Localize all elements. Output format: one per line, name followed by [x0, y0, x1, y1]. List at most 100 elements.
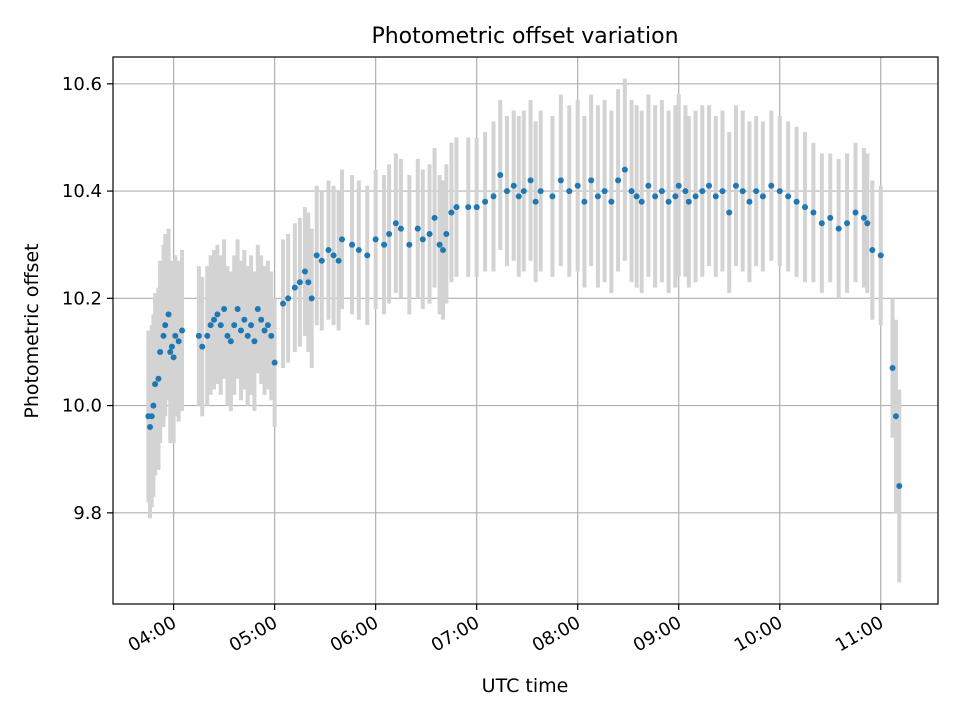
data-point [877, 252, 884, 259]
data-point [195, 332, 202, 339]
data-point [726, 209, 733, 216]
data-point [231, 322, 238, 329]
data-point [503, 188, 510, 195]
data-point [594, 193, 601, 200]
data-point [675, 182, 682, 189]
data-point [227, 338, 234, 345]
data-point [251, 338, 258, 345]
data-point [386, 230, 393, 237]
data-point [313, 252, 320, 259]
data-point [633, 193, 640, 200]
data-point [244, 332, 251, 339]
y-tick-label: 10.6 [62, 74, 102, 95]
data-point [280, 300, 287, 307]
data-point [318, 257, 325, 264]
chart-title: Photometric offset variation [371, 24, 678, 49]
data-point [296, 279, 303, 286]
data-point [325, 247, 332, 254]
data-point [443, 230, 450, 237]
data-point [818, 220, 825, 227]
data-point [271, 359, 278, 366]
data-point [335, 257, 342, 264]
data-point [692, 193, 699, 200]
data-point [301, 268, 308, 275]
data-point [588, 177, 595, 184]
data-point [753, 188, 760, 195]
data-point [214, 311, 221, 318]
data-point [381, 241, 388, 248]
data-point [652, 193, 659, 200]
data-point [510, 182, 517, 189]
data-point [207, 322, 214, 329]
data-point [566, 188, 573, 195]
data-point [148, 413, 155, 420]
data-point [706, 182, 713, 189]
data-point [268, 332, 275, 339]
data-point [426, 230, 433, 237]
data-point [739, 188, 746, 195]
data-point [520, 188, 527, 195]
data-point [473, 204, 480, 211]
data-point [234, 306, 241, 313]
data-point [869, 247, 876, 254]
data-point [645, 182, 652, 189]
data-point [155, 375, 162, 382]
data-point [889, 365, 896, 372]
x-axis-label: UTC time [482, 675, 569, 697]
data-point [746, 198, 753, 205]
data-point [440, 247, 446, 254]
data-point [852, 209, 859, 216]
data-point [175, 338, 182, 345]
y-tick-label: 10.0 [62, 396, 102, 417]
data-point [150, 402, 157, 409]
data-point [152, 381, 159, 388]
data-point [615, 177, 622, 184]
data-point [221, 306, 228, 313]
data-point [892, 413, 899, 420]
data-point [672, 193, 679, 200]
data-point [397, 225, 404, 232]
data-point [364, 252, 371, 259]
data-point [349, 241, 356, 248]
plot-frame [112, 56, 939, 605]
data-point [532, 198, 539, 205]
data-point [291, 284, 298, 291]
data-point [254, 306, 261, 313]
data-point [638, 198, 645, 205]
data-point [793, 198, 800, 205]
data-point [482, 198, 489, 205]
data-point [431, 214, 438, 221]
data-point [835, 225, 842, 232]
data-point [157, 348, 164, 355]
data-point [658, 188, 665, 195]
data-point [168, 343, 175, 350]
data-point [844, 220, 851, 227]
data-point [160, 332, 167, 339]
data-point [601, 188, 608, 195]
data-point [237, 327, 244, 334]
data-point [685, 198, 692, 205]
data-point [406, 241, 413, 248]
data-point [419, 236, 426, 243]
data-point [719, 188, 726, 195]
data-point [261, 327, 268, 334]
data-point [179, 327, 186, 334]
data-point [732, 182, 739, 189]
y-axis-label: Photometric offset [21, 243, 43, 418]
data-point [392, 220, 399, 227]
data-point [759, 193, 766, 200]
data-point [712, 193, 719, 200]
data-point [258, 316, 265, 323]
data-point [211, 316, 218, 323]
data-point [241, 316, 248, 323]
data-point [147, 424, 154, 431]
data-point [248, 322, 255, 329]
data-point [167, 348, 174, 355]
data-point [355, 247, 362, 254]
data-point [165, 311, 172, 318]
data-point [414, 225, 421, 232]
data-point [330, 252, 337, 259]
data-point [338, 236, 345, 243]
y-tick-label: 10.2 [62, 288, 102, 309]
